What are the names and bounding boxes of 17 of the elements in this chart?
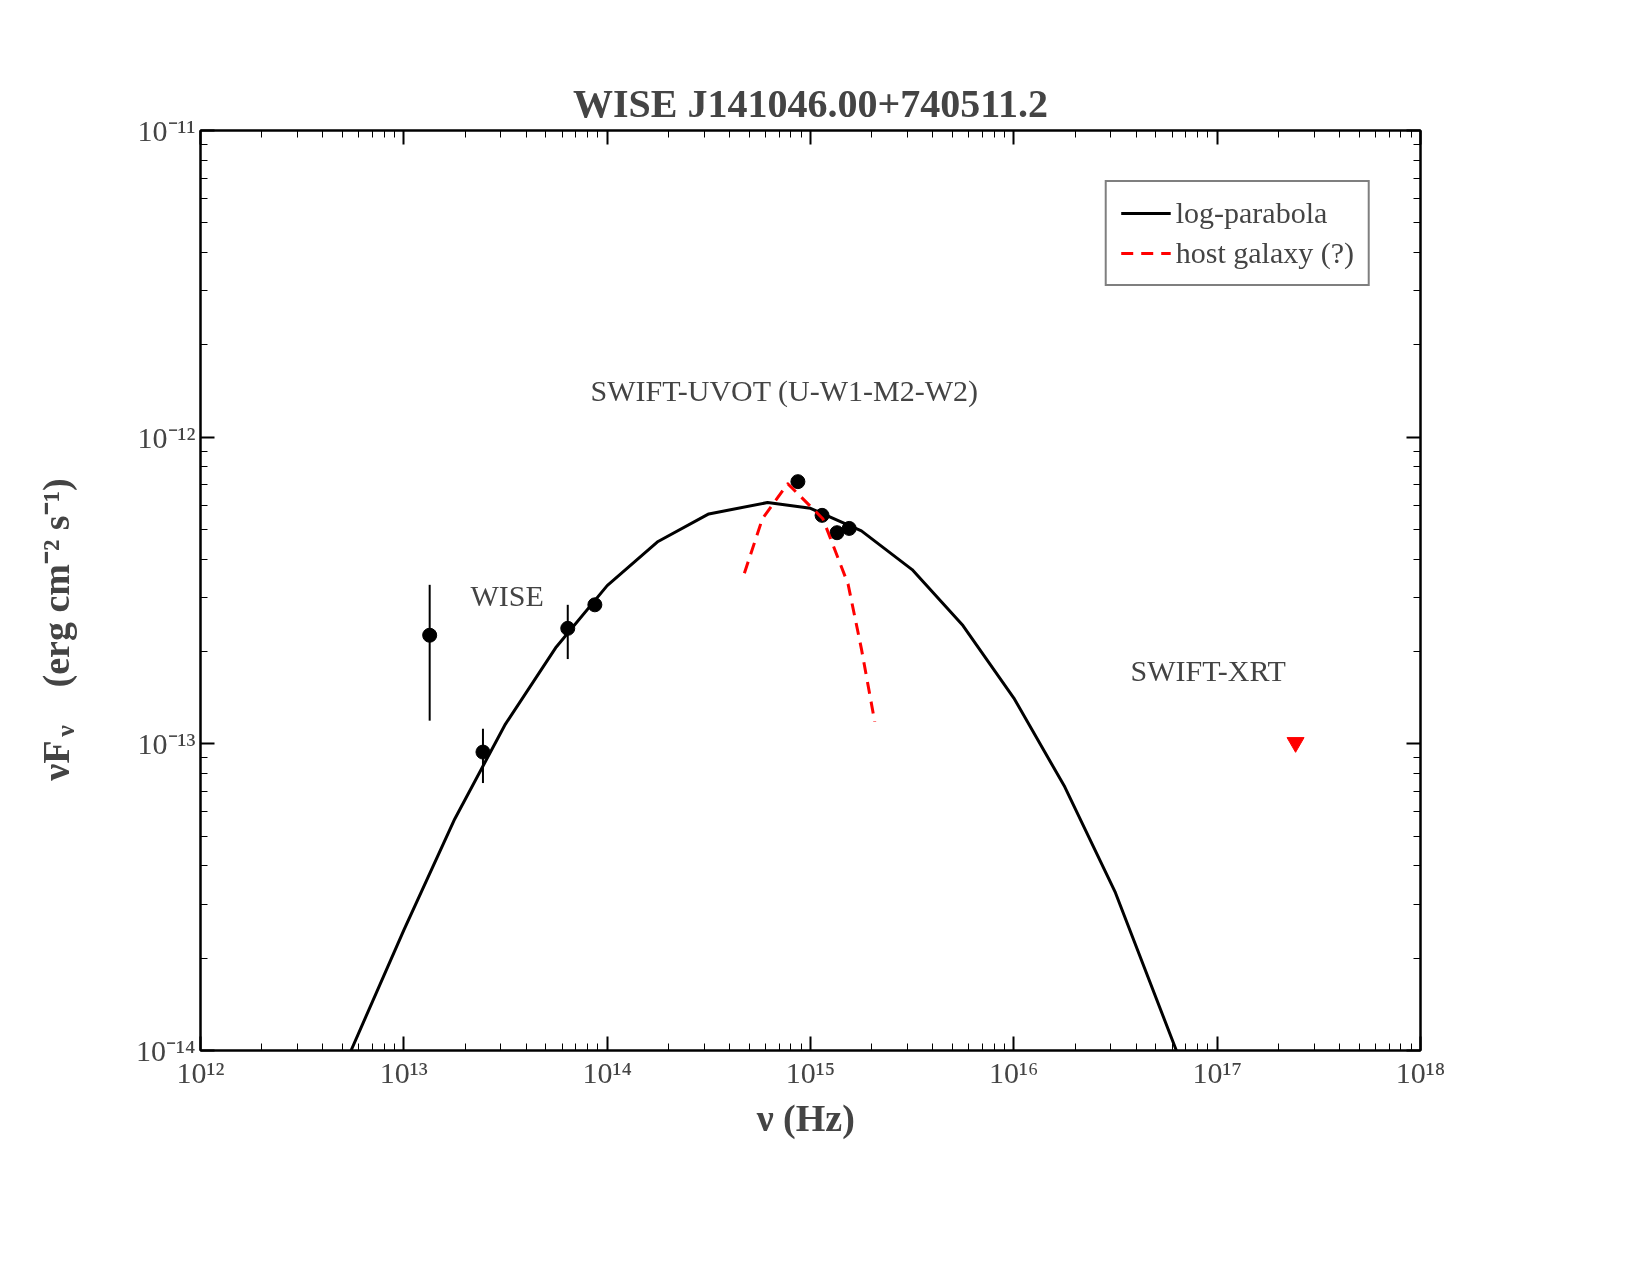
legend-label: log-parabola <box>1175 196 1328 230</box>
x-tick-label: 10¹⁷ <box>1192 1055 1242 1089</box>
x-tick-label: 10¹⁵ <box>785 1055 836 1089</box>
x-tick-label: 10¹⁶ <box>989 1055 1039 1089</box>
y-tick-label: 10⁻¹³ <box>137 727 196 761</box>
y-tick-label: 10⁻¹² <box>137 420 196 454</box>
x-tick-label: 10¹⁴ <box>582 1055 632 1089</box>
annotation: SWIFT-UVOT (U-W1-M2-W2) <box>590 374 978 408</box>
chart-title: WISE J141046.00+740511.2 <box>572 80 1049 126</box>
x-axis-title: ν (Hz) <box>755 1096 855 1140</box>
x-tick-label: 10¹⁸ <box>1395 1055 1446 1089</box>
annotation: SWIFT-XRT <box>1130 654 1286 687</box>
x-tick-label: 10¹³ <box>379 1055 428 1089</box>
annotation: WISE <box>470 579 544 612</box>
text: νFν (erg cm⁻² s⁻¹) <box>34 478 80 781</box>
legend-label: host galaxy (?) <box>1175 236 1354 270</box>
y-tick-label: 10⁻¹¹ <box>137 114 196 147</box>
